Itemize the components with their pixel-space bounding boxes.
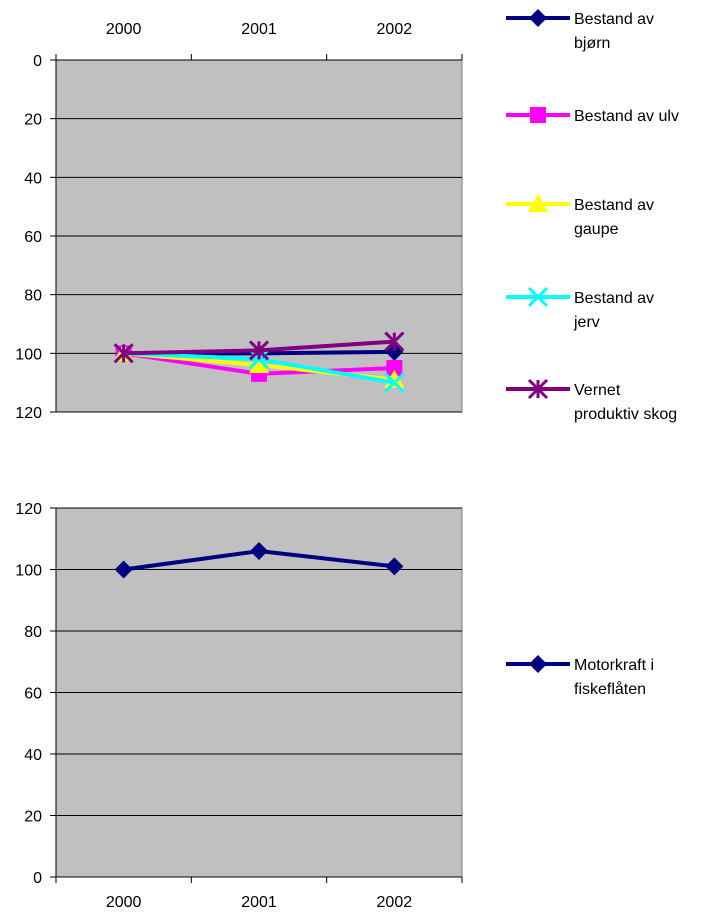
chart-2-y-tick-label: 40 xyxy=(24,747,42,764)
chart-2-y-tick-label: 100 xyxy=(15,563,42,580)
data-point-vernet-produktiv-skog xyxy=(113,343,134,364)
legend-label-vernet-produktiv-skog: Vernet produktiv skog xyxy=(574,382,677,423)
data-point-motorkraft-i-fiskefl-ten xyxy=(385,557,404,576)
legend-label-motorkraft-i-fiskefl-ten: Motorkraft i fiskeflåten xyxy=(574,657,654,698)
legend-marker-bestand-av-bj-rn xyxy=(506,9,570,27)
data-point-motorkraft-i-fiskefl-ten xyxy=(250,542,268,561)
data-point-motorkraft-i-fiskefl-ten xyxy=(114,560,133,579)
series-vernet-produktiv-skog xyxy=(113,331,405,364)
chart-2-y-tick-label: 0 xyxy=(33,870,42,887)
legend-marker-bestand-av-jerv xyxy=(506,286,570,308)
legend-marker-vernet-produktiv-skog xyxy=(506,378,570,400)
chart-2-y-tick-label: 120 xyxy=(15,501,42,518)
data-point-vernet-produktiv-skog xyxy=(384,331,405,352)
chart-1-y-tick-label: 120 xyxy=(15,405,42,422)
series-motorkraft-i-fiskefl-ten xyxy=(114,542,404,579)
legend-label-bestand-av-gaupe: Bestand av gaupe xyxy=(574,197,654,238)
chart-1-y-tick-label: 60 xyxy=(24,229,42,246)
chart-2-y-tick-label: 80 xyxy=(24,624,42,641)
chart-1-y-tick-label: 0 xyxy=(33,53,42,70)
chart-2-x-tick-label: 2002 xyxy=(377,894,413,911)
chart-1-top: 0 20 40 60 80 100 120 2000 2001 2002 Bestand av bjø… xyxy=(15,9,679,423)
legend-marker-bestand-av-gaupe xyxy=(506,194,570,212)
chart-1-x-tick-label: 2001 xyxy=(241,21,277,38)
chart-2-x-tick-label: 2000 xyxy=(106,894,142,911)
chart-1-y-tick-label: 40 xyxy=(24,170,42,187)
chart-1-x-tick-label: 2000 xyxy=(106,21,142,38)
legend-marker-motorkraft-i-fiskefl-ten xyxy=(506,655,570,673)
legend-marker-bestand-av-ulv xyxy=(506,107,570,123)
chart-2-y-tick-label: 60 xyxy=(24,686,42,703)
chart-1-y-tick-label: 80 xyxy=(24,288,42,305)
chart-1-y-tick-label: 100 xyxy=(15,346,42,363)
chart-1-x-tick-label: 2002 xyxy=(377,21,413,38)
data-point-bestand-av-gaupe xyxy=(249,355,269,374)
data-point-bestand-av-jerv xyxy=(384,372,405,393)
chart-2-y-tick-label: 20 xyxy=(24,809,42,826)
chart-1-y-tick-label: 20 xyxy=(24,112,42,129)
data-point-vernet-produktiv-skog xyxy=(248,340,270,361)
legend-label-bestand-av-ulv: Bestand av ulv xyxy=(574,108,679,125)
legend-label-bestand-av-jerv: Bestand av jerv xyxy=(573,290,654,331)
legend-label-bestand-av-bj-rn: Bestand av bjørn xyxy=(574,11,654,52)
data-point-bestand-av-ulv xyxy=(386,360,403,376)
chart-2-x-tick-label: 2001 xyxy=(241,894,277,911)
